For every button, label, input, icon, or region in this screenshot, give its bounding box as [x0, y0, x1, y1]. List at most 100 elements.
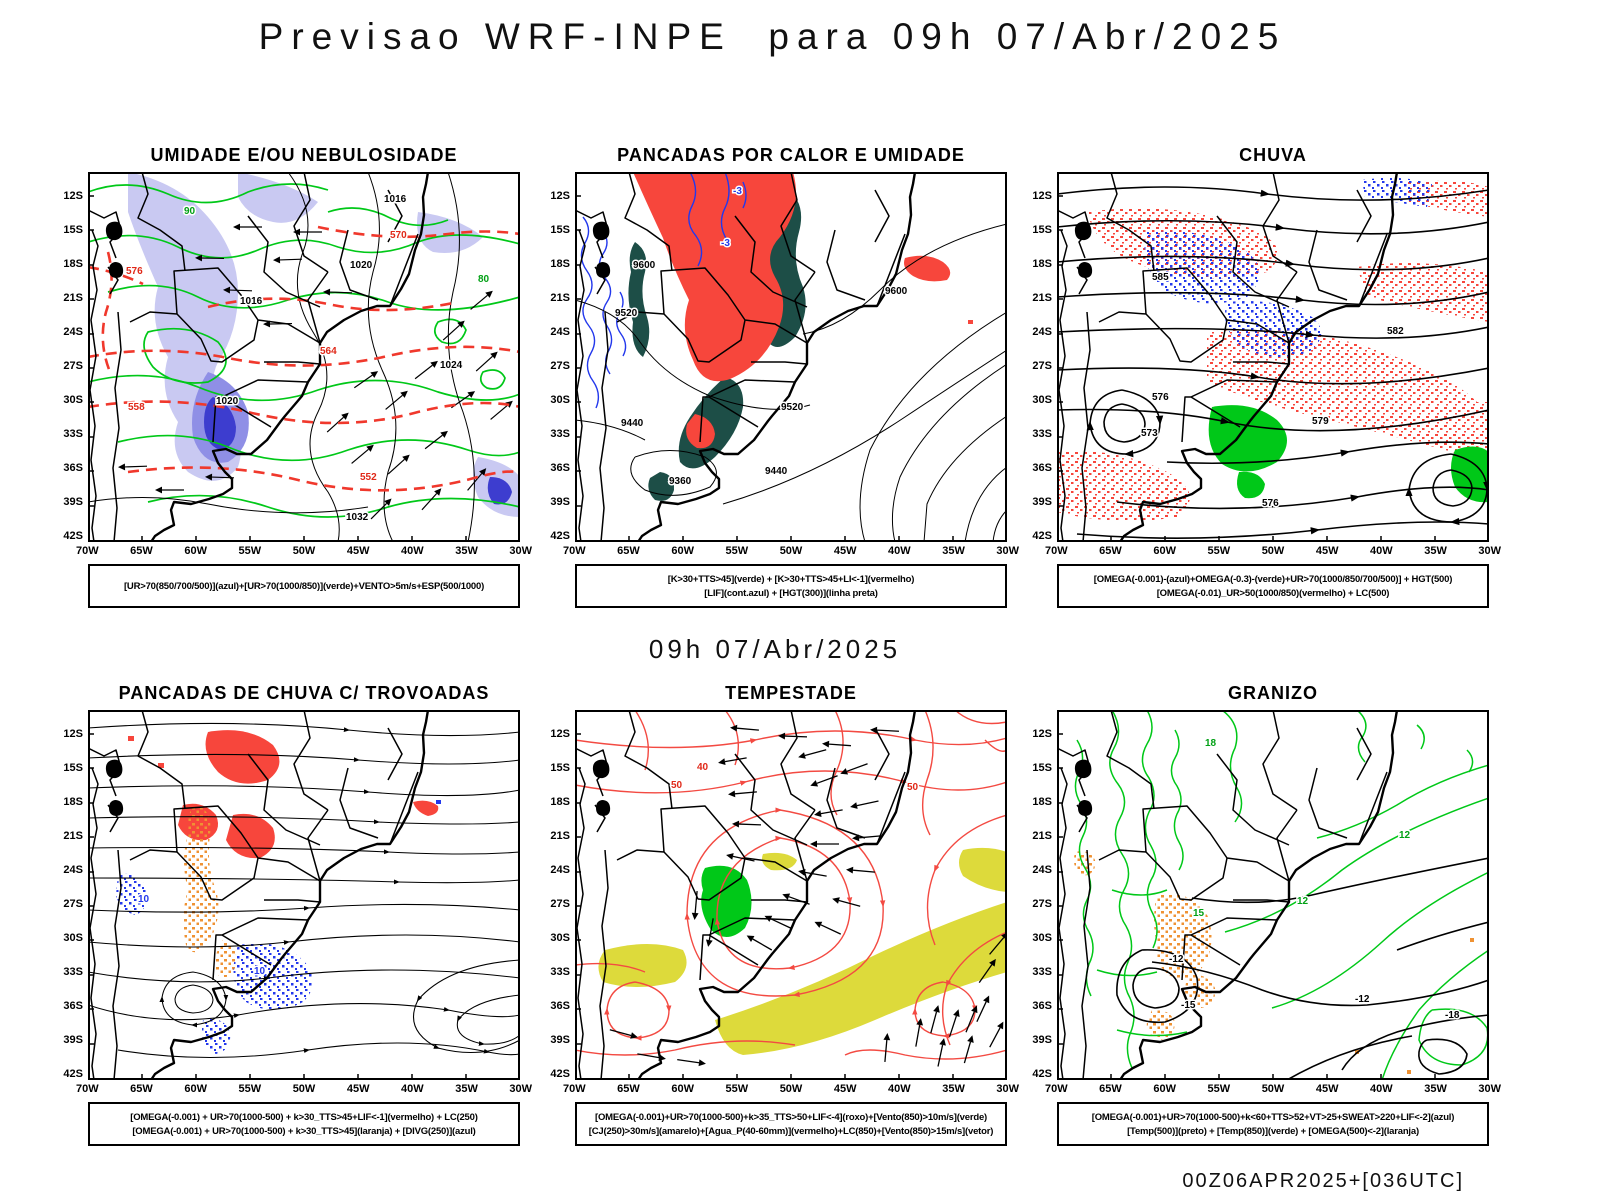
panel-title: PANCADAS DE CHUVA C/ TROVOADAS — [118, 682, 490, 703]
lon-tick-label: 60W — [184, 545, 207, 557]
lat-tick-label: 27S — [63, 898, 83, 910]
axis-ticks — [1057, 195, 1436, 542]
contour-labels: 10 10 — [137, 893, 268, 979]
lat-tick-label: 30S — [1032, 394, 1052, 406]
legend-line: [LIF](cont.azul) + [HGT(300)](linha pret… — [704, 587, 878, 599]
weather-map-svg: 10 10 — [88, 710, 520, 1080]
lon-tick-label: 40W — [888, 545, 911, 557]
lat-tick-label: 15S — [550, 224, 570, 236]
lon-tick-label: 30W — [1478, 545, 1501, 557]
legend-line: [OMEGA(-0.001) + UR>70(1000-500) + k>30_… — [130, 1111, 478, 1123]
map-area: 12S 15S 18S 21S 24S 27S 30S 33S 36S 39S 42S — [545, 172, 1007, 542]
contour-label: 573 — [1141, 428, 1158, 439]
lon-tick-label: 35W — [455, 1083, 478, 1095]
lat-axis: 12S 15S 18S 21S 24S 27S 30S 33S 36S 39S 42S — [545, 710, 572, 1080]
lon-tick-label: 55W — [725, 545, 749, 557]
contour-label: 1016 — [384, 194, 407, 205]
panel-title: UMIDADE E/OU NEBULOSIDADE — [150, 144, 458, 165]
lon-tick-label: 65W — [130, 1083, 153, 1095]
panel-chuva: CHUVA 12S 15S 18S 21S 24S 27S 30S 33S 36S 39S 42S — [1027, 140, 1501, 608]
lat-tick-label: 24S — [550, 326, 570, 338]
contour-label: 9520 — [781, 402, 804, 413]
contour-labels: 40 50 50 — [670, 761, 921, 795]
lat-tick-label: 30S — [63, 932, 83, 944]
lat-tick-label: 15S — [63, 224, 83, 236]
axis-ticks — [575, 733, 954, 1080]
map-granizo: 18 15 12 12 -12 -12 -15 -18 — [1057, 710, 1489, 1080]
lat-tick-label: 30S — [63, 394, 83, 406]
pressure-contours — [88, 172, 475, 542]
humidity-shading — [128, 172, 520, 517]
lat-tick-label: 18S — [550, 258, 570, 270]
humidity-contours-green — [88, 183, 520, 518]
lat-tick-label: 12S — [550, 728, 570, 740]
contour-labels: 1016 1020 1016 1020 1024 1032 576 570 56… — [125, 193, 492, 525]
lat-tick-label: 42S — [63, 530, 83, 542]
lon-tick-label: 65W — [1099, 545, 1122, 557]
lon-tick-label: 50W — [1261, 1083, 1285, 1095]
lat-tick-label: 15S — [63, 762, 83, 774]
map-tempestade: 40 50 50 — [575, 710, 1007, 1080]
map-chuva: 585 582 579 576 573 576 — [1057, 172, 1489, 542]
weather-map-svg: 40 50 50 — [575, 710, 1007, 1080]
weather-map-svg: 585 582 579 576 573 576 — [1057, 172, 1489, 542]
contour-label: 80 — [478, 274, 490, 285]
lon-tick-label: 50W — [292, 545, 316, 557]
lon-tick-label: 50W — [779, 1083, 803, 1095]
lon-tick-label: 45W — [346, 1083, 370, 1095]
lat-tick-label: 39S — [63, 496, 83, 508]
lon-tick-label: 55W — [238, 545, 262, 557]
contour-label: 576 — [1152, 392, 1169, 403]
lon-axis: 70W 65W 60W 55W 50W 45W 40W 35W 30W — [76, 1080, 532, 1095]
lat-tick-label: 21S — [1032, 292, 1052, 304]
panel-trovoadas: PANCADAS DE CHUVA C/ TROVOADAS 12S 15S 18S… — [58, 678, 532, 1146]
axis-ticks — [1057, 733, 1436, 1080]
lat-tick-label: 21S — [550, 292, 570, 304]
weather-map-svg: 18 15 12 12 -12 -12 -15 -18 — [1057, 710, 1489, 1080]
lat-tick-label: 21S — [1032, 830, 1052, 842]
lat-tick-label: 36S — [550, 462, 570, 474]
contour-label: 582 — [1387, 326, 1404, 337]
lon-tick-label: 70W — [563, 545, 586, 557]
contour-label: -12 — [1169, 954, 1184, 965]
lon-tick-label: 55W — [1207, 1083, 1231, 1095]
map-umidade-nebulosidade: 1016 1020 1016 1020 1024 1032 576 570 56… — [88, 172, 520, 542]
temp500-contours-black — [1116, 857, 1489, 1080]
legend-trovoadas: [OMEGA(-0.001) + UR>70(1000-500) + k>30_… — [88, 1102, 520, 1146]
contour-label: 564 — [320, 346, 337, 357]
instability-fills — [628, 172, 973, 501]
panel-pancadas-calor: PANCADAS POR CALOR E UMIDADE 12S 15S 18S 21… — [545, 140, 1019, 608]
legend-line: [K>30+TTS>45](verde) + [K>30+TTS>45+LI<-… — [667, 573, 915, 585]
lat-tick-label: 18S — [1032, 258, 1052, 270]
lat-tick-label: 33S — [550, 966, 570, 978]
lat-tick-label: 36S — [63, 462, 83, 474]
legend-line: [OMEGA(-0.001)-(azul)+OMEGA(-0.3)-(verde… — [1093, 573, 1453, 585]
contour-label: 576 — [1262, 498, 1279, 509]
contour-label: -18 — [1445, 1010, 1460, 1021]
lon-tick-label: 45W — [833, 545, 857, 557]
lat-tick-label: 12S — [63, 728, 83, 740]
lon-tick-label: 45W — [833, 1083, 857, 1095]
contour-label: 12 — [1297, 896, 1309, 907]
lat-tick-label: 39S — [1032, 496, 1052, 508]
lat-tick-label: 15S — [1032, 762, 1052, 774]
lat-tick-label: 42S — [550, 1068, 570, 1080]
contour-label: 9440 — [621, 418, 644, 429]
lon-tick-label: 70W — [1045, 1083, 1068, 1095]
lat-tick-label: 18S — [550, 796, 570, 808]
lat-tick-label: 30S — [550, 932, 570, 944]
lat-tick-label: 21S — [550, 830, 570, 842]
lat-axis: 12S 15S 18S 21S 24S 27S 30S 33S 36S 39S 42S — [58, 710, 85, 1080]
legend-line: [OMEGA(-0.001) + UR>70(1000-500) + k>30_… — [132, 1125, 476, 1137]
lif-contours-blue — [580, 172, 747, 409]
lon-tick-label: 45W — [346, 545, 370, 557]
lat-tick-label: 36S — [1032, 462, 1052, 474]
axis-ticks — [575, 195, 954, 542]
contour-label: 90 — [184, 206, 196, 217]
lon-axis: 70W 65W 60W 55W 50W 45W 40W 35W 30W — [563, 1080, 1019, 1095]
map-pancadas-calor: 9600 9600 9520 9520 9440 9440 9360 -3 -3 — [575, 172, 1007, 542]
lat-tick-label: 33S — [63, 428, 83, 440]
contour-label: -15 — [1181, 1000, 1196, 1011]
hgt300-contours — [575, 223, 1007, 542]
lat-tick-label: 18S — [63, 796, 83, 808]
